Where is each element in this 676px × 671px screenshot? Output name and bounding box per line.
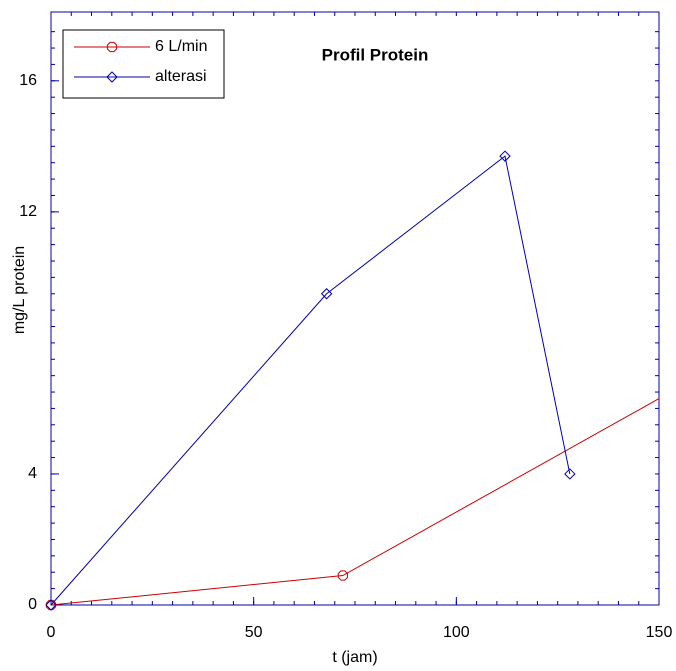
y-axis-label: mg/L protein <box>11 246 28 334</box>
y-tick-label: 0 <box>28 596 37 613</box>
x-tick-label: 100 <box>443 624 470 641</box>
marker <box>564 468 576 480</box>
legend-label: 6 L/min <box>155 38 207 55</box>
series-line <box>50 398 660 606</box>
marker <box>106 41 118 53</box>
legend-label: alterasi <box>155 68 207 85</box>
y-tick-label: 12 <box>19 203 37 220</box>
marker <box>106 71 118 83</box>
series-line <box>50 155 571 606</box>
marker <box>45 599 57 611</box>
chart-title: Profil Protein <box>322 45 429 64</box>
y-tick-label: 4 <box>28 465 37 482</box>
x-tick-label: 50 <box>245 624 263 641</box>
x-tick-label: 150 <box>646 624 673 641</box>
legend-box <box>62 29 225 99</box>
plot-frame <box>50 11 660 606</box>
x-axis-label: t (jam) <box>332 649 377 666</box>
y-tick-label: 16 <box>19 72 37 89</box>
x-tick-label: 0 <box>47 624 56 641</box>
marker <box>320 288 333 300</box>
marker <box>499 150 511 162</box>
marker <box>337 570 348 581</box>
